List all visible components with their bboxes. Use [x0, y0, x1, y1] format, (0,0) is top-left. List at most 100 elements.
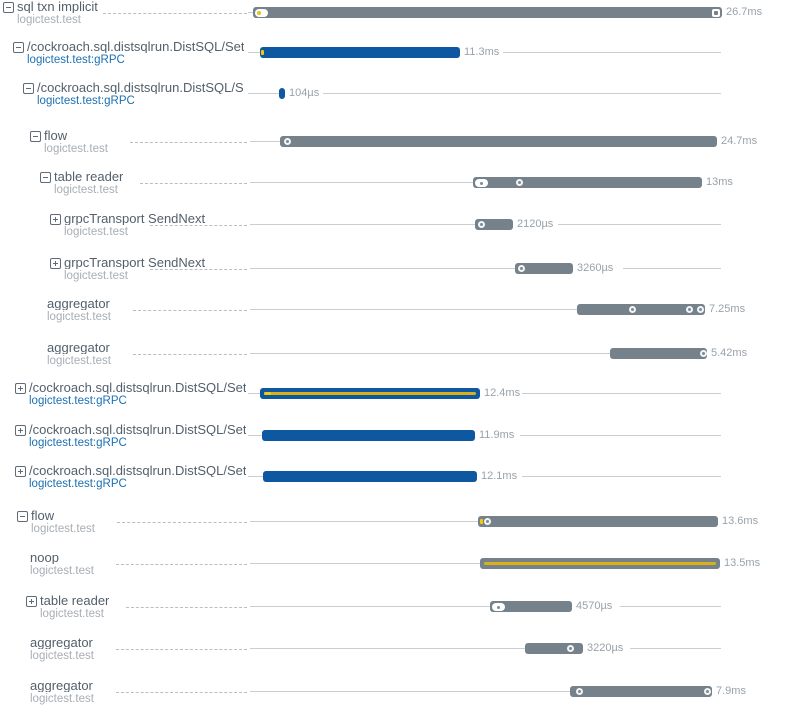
span-bar[interactable] — [478, 516, 718, 527]
span-service: logictest.test:gRPC — [37, 95, 135, 107]
log-marker-dot — [516, 179, 523, 186]
span-bar[interactable] — [577, 304, 705, 315]
span-title: table reader — [40, 594, 110, 607]
duration-label: 12.1ms — [481, 470, 518, 482]
timeline-guide-line — [250, 648, 525, 649]
span-title: aggregator — [30, 636, 93, 649]
timeline-guide-line — [250, 353, 610, 354]
span-title: /cockroach.sql.distsqlrun.DistSQL/Set — [29, 423, 247, 436]
event-yellow-tick — [261, 50, 264, 55]
log-marker-dot — [704, 688, 711, 695]
span-bar[interactable] — [525, 643, 583, 654]
log-marker-dot-center — [569, 647, 572, 650]
collapse-icon[interactable] — [30, 131, 41, 142]
timeline-guide-line — [620, 606, 721, 607]
log-marker-dot-center — [699, 308, 702, 311]
icon-plus-bar — [55, 261, 56, 266]
span-title: grpcTransport SendNext — [64, 212, 206, 225]
timeline-guide-line — [248, 12, 253, 13]
duration-label: 104µs — [289, 87, 320, 99]
expand-icon[interactable] — [15, 383, 26, 394]
icon-plus-bar — [20, 469, 21, 474]
expand-icon[interactable] — [26, 596, 37, 607]
icon-plus-bar — [55, 217, 56, 222]
expand-icon[interactable] — [15, 466, 26, 477]
log-marker-dot — [478, 221, 485, 228]
collapse-icon[interactable] — [17, 511, 28, 522]
log-marker-square-center — [714, 11, 718, 15]
span-service: logictest.test — [30, 693, 94, 705]
event-stripe — [484, 562, 716, 565]
span-service: logictest.test — [64, 270, 128, 282]
span-bar[interactable] — [262, 430, 475, 441]
span-title: /cockroach.sql.distsqlrun.DistSQL/S — [37, 81, 244, 94]
span-service: logictest.test — [47, 311, 111, 323]
duration-label: 11.3ms — [464, 46, 500, 58]
icon-minus-bar — [20, 516, 25, 517]
span-service: logictest.test — [30, 565, 94, 577]
span-title: /cockroach.sql.distsqlrun.DistSQL/Set — [29, 464, 247, 477]
icon-minus-bar — [16, 47, 21, 48]
duration-label: 11.9ms — [479, 429, 515, 441]
span-service: logictest.test:gRPC — [29, 478, 127, 490]
timeline-guide-line — [250, 606, 490, 607]
log-marker-dot — [518, 265, 525, 272]
icon-plus-bar — [20, 428, 21, 433]
log-marker-dot — [484, 518, 491, 525]
span-service: logictest.test — [40, 608, 104, 620]
collapse-icon[interactable] — [13, 42, 24, 53]
collapse-icon[interactable] — [23, 83, 34, 94]
event-yellow-dash — [264, 392, 271, 395]
leader-dashes — [133, 354, 247, 355]
log-marker-dot-center — [702, 352, 705, 355]
leader-dashes — [116, 649, 247, 650]
timeline-guide-line — [250, 563, 480, 564]
span-bar[interactable] — [260, 47, 460, 58]
expand-icon[interactable] — [50, 214, 61, 225]
leader-dashes — [126, 607, 247, 608]
leader-dashes — [150, 225, 247, 226]
span-bar[interactable] — [473, 177, 702, 188]
log-marker-dot-center — [486, 520, 489, 523]
log-marker-dot — [576, 688, 583, 695]
span-bar[interactable] — [570, 686, 712, 697]
log-marker-dot-center — [520, 267, 523, 270]
span-bar[interactable] — [279, 88, 285, 99]
log-marker-yellow-dot — [257, 11, 261, 15]
icon-minus-bar — [26, 88, 31, 89]
timeline-guide-line — [250, 141, 280, 142]
collapse-icon[interactable] — [40, 172, 51, 183]
expand-icon[interactable] — [50, 258, 61, 269]
leader-dashes — [116, 564, 247, 565]
log-marker-dot — [284, 138, 291, 145]
log-marker-dot-center — [631, 308, 634, 311]
timeline-guide-line — [250, 309, 577, 310]
span-bar[interactable] — [475, 219, 513, 230]
span-bar[interactable] — [263, 471, 477, 482]
icon-plus-bar — [20, 386, 21, 391]
span-bar[interactable] — [610, 348, 707, 359]
span-bar[interactable] — [280, 136, 717, 147]
timeline-guide-line — [248, 393, 260, 394]
log-marker-dot — [686, 306, 693, 313]
log-marker-dot-center — [480, 181, 483, 185]
collapse-icon[interactable] — [3, 2, 14, 13]
duration-label: 7.9ms — [716, 685, 746, 697]
timeline-guide-line — [323, 93, 721, 94]
leader-dashes — [103, 13, 247, 14]
duration-label: 7.25ms — [709, 303, 746, 315]
log-marker-pill — [255, 9, 268, 17]
icon-plus-bar — [31, 599, 32, 604]
duration-label: 12.4ms — [484, 387, 521, 399]
leader-dashes — [117, 522, 247, 523]
icon-minus-bar — [33, 136, 38, 137]
leader-dashes — [133, 310, 247, 311]
expand-icon[interactable] — [15, 425, 26, 436]
span-bar[interactable] — [490, 601, 572, 612]
timeline-guide-line — [248, 52, 260, 53]
span-bar[interactable] — [515, 263, 573, 274]
duration-label: 3220µs — [587, 642, 624, 654]
span-service: logictest.test — [17, 14, 81, 26]
span-bar[interactable] — [253, 7, 722, 18]
timeline-guide-line — [250, 224, 475, 225]
